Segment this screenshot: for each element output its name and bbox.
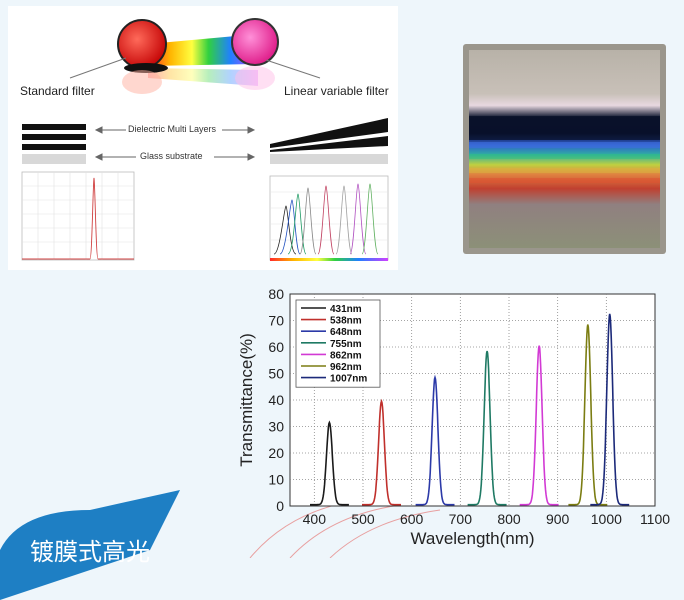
y-tick-label: 30 [268, 419, 284, 435]
legend-label: 431nm [330, 304, 362, 315]
glass-label: Glass substrate [140, 151, 203, 161]
legend-label: 648nm [330, 327, 362, 338]
filter-photo [463, 44, 666, 254]
series-line-962nm [568, 324, 608, 506]
linear-layer-stack [270, 118, 388, 164]
x-tick-label: 700 [449, 511, 473, 527]
linear-filter-reflection [235, 66, 275, 90]
legend-label: 962nm [330, 362, 362, 373]
standard-filter-icon [117, 19, 167, 69]
glass-arrows [94, 153, 256, 161]
series-line-431nm [310, 420, 349, 506]
banner-text: 镀膜式高光 [30, 538, 150, 566]
y-tick-label: 10 [268, 472, 284, 488]
transmittance-chart: 0 10 20 30 40 50 60 70 80 400 500 600 700 800 900 1000 1… [237, 286, 670, 548]
y-tick-label: 40 [268, 392, 284, 408]
x-tick-label: 800 [497, 511, 521, 527]
linear-filter-icon [231, 18, 279, 66]
series-line-862nm [519, 345, 559, 506]
x-tick-label: 600 [400, 511, 424, 527]
standard-filter-reflection [122, 70, 162, 94]
standard-mini-chart [21, 171, 135, 261]
y-tick-label: 20 [268, 445, 284, 461]
y-tick-label: 60 [268, 339, 284, 355]
y-tick-label: 70 [268, 313, 284, 329]
dielectric-label: Dielectric Multi Layers [128, 124, 217, 134]
y-axis-title: Transmittance(%) [237, 333, 256, 467]
standard-layer-stack [22, 124, 86, 164]
legend-label: 1007nm [330, 374, 367, 385]
x-tick-label: 1000 [591, 511, 622, 527]
x-tick-label: 400 [303, 511, 327, 527]
spectrum-reflection [148, 68, 258, 86]
y-tick-label: 80 [268, 286, 284, 302]
x-tick-label: 500 [351, 511, 375, 527]
linear-pointer-line [265, 59, 321, 79]
legend-label: 755nm [330, 339, 362, 350]
dielectric-arrows [94, 126, 256, 134]
series-line-755nm [467, 350, 507, 506]
linear-mini-chart [269, 175, 389, 261]
standard-pointer-line [69, 57, 127, 79]
y-tick-label: 0 [276, 498, 284, 514]
legend-label: 862nm [330, 350, 362, 361]
legend-label: 538nm [330, 316, 362, 327]
linear-filter-label: Linear variable filter [284, 84, 389, 98]
filter-base-icon [124, 63, 168, 73]
legend-box [295, 299, 381, 388]
transmittance-chart-area: 0 10 20 30 40 50 60 70 80 400 500 600 700 800 900 1000 1… [228, 276, 678, 558]
filter-diagram [21, 18, 389, 261]
spectrum-beam [148, 34, 258, 66]
standard-filter-label: Standard filter [20, 84, 95, 98]
x-tick-label: 900 [546, 511, 570, 527]
series-line-648nm [415, 374, 455, 506]
series-line-538nm [362, 398, 401, 506]
filter-diagram-panel: Standard filter Linear variable filter D… [8, 6, 398, 270]
y-tick-label: 50 [268, 366, 284, 382]
x-axis-title: Wavelength(nm) [410, 529, 534, 548]
series-line-1007nm [590, 313, 630, 506]
x-tick-label: 1100 [640, 511, 670, 527]
